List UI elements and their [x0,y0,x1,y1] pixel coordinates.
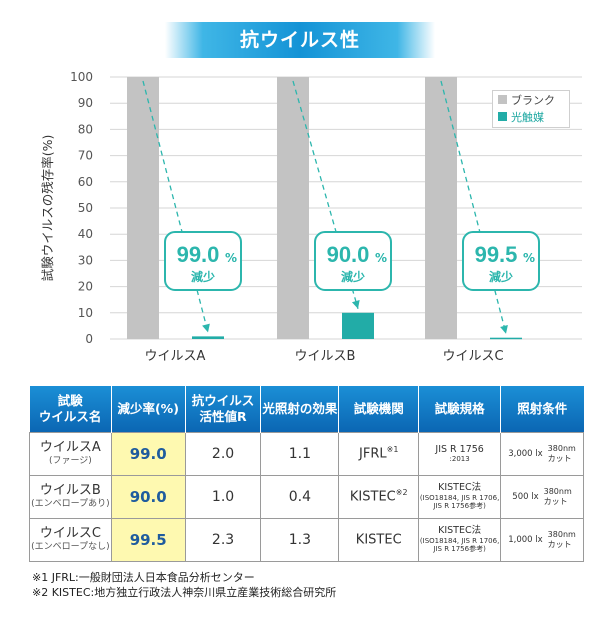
cell-light: 0.4 [260,474,340,519]
cell-condition: 3,000 lx 380nm カット [500,431,584,476]
legend-item-blank: ブランク [493,91,569,108]
header-rate: 減少率(%) [111,386,186,432]
reduction-arrow-head [500,324,508,334]
table-header-row: 試験 ウイルス名 減少率(%) 抗ウイルス 活性値R 光照射の効果 試験機関 試験規… [29,386,584,432]
header-virus: 試験 ウイルス名 [29,386,112,432]
bar-photocatalyst [490,337,522,340]
cell-virus: ウイルスB (エンベロープあり) [29,474,112,519]
y-tick-label: 90 [78,96,93,110]
cell-activity: 2.3 [184,517,262,562]
cell-light: 1.3 [260,517,340,562]
reduction-callout [314,231,392,291]
reduction-callout [462,231,540,291]
table-row: ウイルスC (エンベロープなし) 99.5 2.3 1.3 KISTEC KISTEC法 (I… [29,517,584,562]
x-category-label: ウイルスA [145,349,206,364]
legend-swatch-photocatalyst [498,112,507,121]
cell-virus: ウイルスA (ファージ) [29,431,112,476]
x-category-label: ウイルスB [295,349,356,364]
cell-light: 1.1 [260,431,340,476]
reduction-value: 90.0 [327,242,370,267]
cell-standard: JIS R 1756:2013 [418,431,502,476]
cell-agency: KISTEC※2 [338,474,420,519]
footnote-2: ※2 KISTEC:地方独立行政法人神奈川県立産業技術総合研究所 [32,586,337,599]
cell-rate: 99.0 [110,431,186,476]
y-tick-label: 30 [78,253,93,267]
y-axis-label: 試験ウイルスの残存率(%) [40,135,55,282]
cell-rate: 99.5 [110,517,186,562]
section-banner: 抗ウイルス性 [165,22,435,58]
reduction-value: 99.0 [177,242,220,267]
cell-virus: ウイルスC (エンベロープなし) [29,517,112,562]
reduction-arrow-head [351,300,360,309]
cell-rate: 90.0 [110,474,186,519]
reduction-label: 減少 [489,269,513,284]
legend-item-photocatalyst: 光触媒 [493,108,569,125]
cell-activity: 1.0 [184,474,262,519]
y-tick-label: 60 [78,175,93,189]
legend-swatch-blank [498,95,507,104]
header-light: 光照射の効果 [260,386,340,432]
header-agency: 試験機関 [338,386,420,432]
bar-photocatalyst [342,312,374,339]
cell-activity: 2.0 [184,431,262,476]
cell-agency: JFRL※1 [338,431,420,476]
header-condition: 照射条件 [500,386,584,432]
footnotes: ※1 JFRL:一般財団法人日本食品分析センター ※2 KISTEC:地方独立行… [32,570,336,600]
reduction-callout [164,231,242,291]
reduction-value: 99.5 [475,242,518,267]
table-row: ウイルスB (エンベロープあり) 90.0 1.0 0.4 KISTEC※2 KISTEC法… [29,474,584,519]
y-tick-label: 0 [85,332,93,346]
cell-standard: KISTEC法 (ISO18184, JIS R 1706, JIS R 1756… [418,517,502,562]
y-tick-label: 100 [70,70,93,84]
bar-blank [127,77,159,339]
reduction-label: 減少 [341,269,365,284]
y-tick-label: 80 [78,122,93,136]
cell-standard: KISTEC法 (ISO18184, JIS R 1706, JIS R 1756… [418,474,502,519]
bar-photocatalyst [192,336,224,339]
y-tick-label: 50 [78,201,93,215]
cell-condition: 1,000 lx 380nm カット [500,517,584,562]
footnote-1: ※1 JFRL:一般財団法人日本食品分析センター [32,571,255,584]
y-tick-label: 70 [78,149,93,163]
results-table: 試験 ウイルス名 減少率(%) 抗ウイルス 活性値R 光照射の効果 試験機関 試験規… [29,386,584,562]
cell-condition: 500 lx 380nm カット [500,474,584,519]
reduction-unit: % [523,251,535,265]
bar-blank [425,77,457,339]
bar-chart: 0 10 20 30 40 50 60 70 80 90 100 試験ウイルスの残存率(%) 99.0%… [40,70,582,364]
legend-label-blank: ブランク [511,93,555,107]
y-tick-label: 10 [78,306,93,320]
cell-agency: KISTEC [338,517,420,562]
y-tick-label: 40 [78,227,93,241]
reduction-label: 減少 [191,269,215,284]
table-row: ウイルスA (ファージ) 99.0 2.0 1.1 JFRL※1 JIS R 1756:20… [29,431,584,476]
y-tick-label: 20 [78,280,93,294]
x-category-label: ウイルスC [442,349,503,364]
legend-label-photocatalyst: 光触媒 [511,110,544,124]
header-standard: 試験規格 [418,386,502,432]
chart-legend: ブランク 光触媒 [492,90,570,128]
reduction-arrow-line [292,80,359,309]
reduction-arrow-line [440,80,507,334]
reduction-unit: % [225,251,237,265]
reduction-arrow-head [202,323,210,333]
header-activity: 抗ウイルス 活性値R [185,386,262,432]
reduction-unit: % [375,251,387,265]
bar-blank [277,77,309,339]
